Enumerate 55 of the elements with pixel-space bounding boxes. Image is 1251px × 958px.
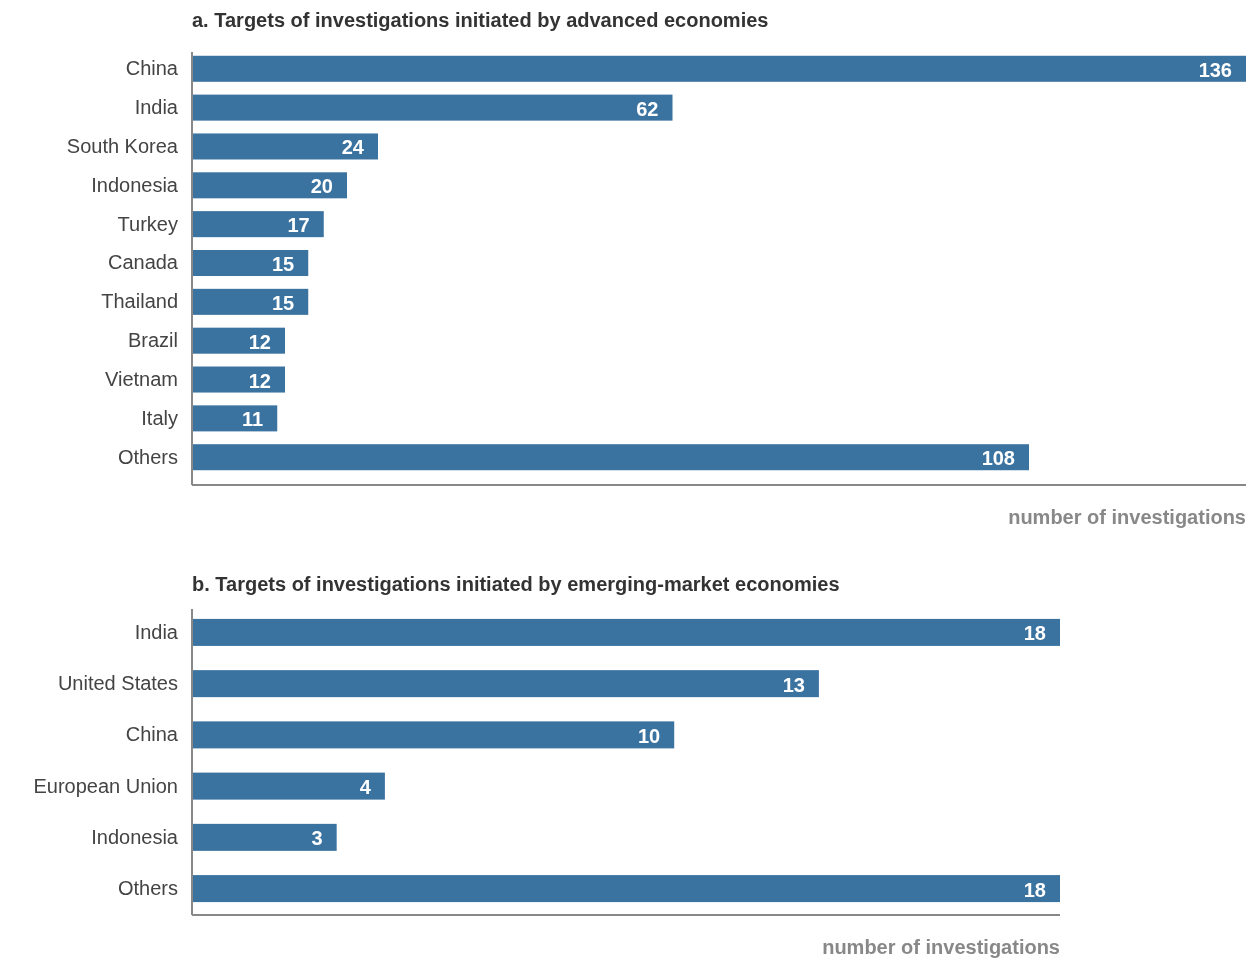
y-tick-label: South Korea <box>66 134 179 157</box>
data-label: 10 <box>637 724 661 747</box>
y-tick-label: Others <box>117 445 178 468</box>
y-tick-label: China <box>125 57 179 80</box>
data-label: 17 <box>287 214 310 237</box>
y-tick-label: Italy <box>141 406 178 429</box>
bar <box>192 327 285 354</box>
y-tick-label: Indonesia <box>91 825 179 848</box>
data-label: 4 <box>359 776 372 799</box>
x-axis-title: number of investigations <box>822 936 1060 958</box>
bar <box>192 444 1029 471</box>
data-label: 12 <box>248 369 271 392</box>
data-label: 108 <box>981 447 1015 470</box>
y-tick-label: Others <box>117 876 178 899</box>
y-tick-label: Indonesia <box>91 173 179 196</box>
chart-title: a. Targets of investigations initiated by advanced economies <box>192 9 769 31</box>
data-label: 18 <box>1023 622 1046 645</box>
bar <box>192 366 285 393</box>
bar <box>192 172 347 199</box>
y-tick-label: Brazil <box>127 329 178 352</box>
data-label: 24 <box>341 136 365 159</box>
y-tick-label: European Union <box>33 774 178 797</box>
bar <box>192 772 385 800</box>
data-label: 20 <box>310 175 333 198</box>
bar <box>192 618 1060 646</box>
bar <box>192 405 278 432</box>
bar <box>192 211 324 238</box>
y-tick-label: Thailand <box>101 290 178 313</box>
y-tick-label: China <box>125 723 179 746</box>
y-tick-label: United States <box>57 672 178 695</box>
y-tick-label: India <box>134 620 179 643</box>
bar <box>192 721 675 749</box>
bar <box>192 875 1060 903</box>
data-label: 3 <box>311 827 323 850</box>
bar <box>192 133 378 160</box>
bar <box>192 249 309 277</box>
bar <box>192 670 819 698</box>
bar <box>192 55 1246 82</box>
data-label: 13 <box>782 673 805 696</box>
data-label: 62 <box>636 97 659 120</box>
bar <box>192 823 337 851</box>
x-axis-title: number of investigations <box>1008 506 1246 528</box>
y-tick-label: Vietnam <box>104 367 178 390</box>
y-tick-label: India <box>134 96 179 119</box>
chart-title: b. Targets of investigations initiated by emerging-market economies <box>192 573 840 595</box>
data-label: 18 <box>1023 878 1046 901</box>
data-label: 15 <box>272 291 295 314</box>
data-label: 12 <box>248 330 271 353</box>
bar <box>192 288 309 315</box>
data-label: 15 <box>272 253 295 275</box>
y-tick-label: Canada <box>107 251 179 274</box>
data-label: 136 <box>1198 58 1232 81</box>
y-tick-label: Turkey <box>117 212 178 235</box>
bar <box>192 94 673 121</box>
data-label: 11 <box>242 408 264 431</box>
